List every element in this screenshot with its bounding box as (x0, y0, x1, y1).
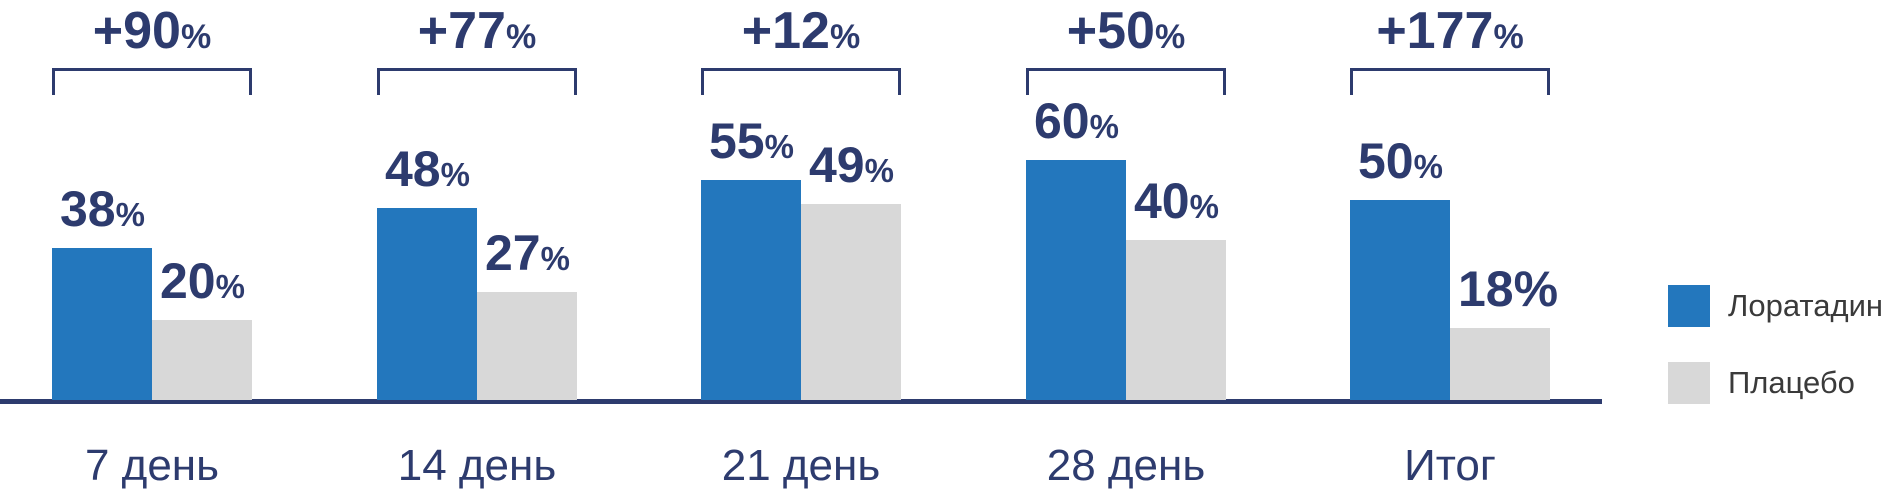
loratadine-bar (1026, 160, 1126, 400)
x-axis-line (0, 399, 1602, 404)
value-number: 55 (709, 113, 765, 169)
x-axis-label: 7 день (84, 441, 220, 490)
value-number: 38 (60, 181, 116, 237)
comparison-bracket (1026, 68, 1226, 95)
percent-sign: % (1493, 18, 1524, 56)
value-number: 18 (1458, 261, 1514, 317)
placebo-value-label: 27% (485, 228, 570, 284)
increase-label: +50% (976, 5, 1276, 63)
value-number: +177 (1376, 2, 1494, 60)
percent-sign: % (829, 18, 861, 56)
legend-label-loratadine: Лоратадин (1728, 288, 1883, 323)
comparison-bracket (52, 68, 252, 95)
placebo-swatch (1668, 362, 1710, 404)
percent-sign: % (1413, 148, 1443, 185)
increase-label: +77% (327, 5, 627, 63)
loratadine-bar (701, 180, 801, 400)
x-axis-label: 28 день (1046, 441, 1206, 490)
placebo-value-label: 18% (1458, 264, 1558, 314)
percent-sign: % (1089, 108, 1119, 145)
increase-label: +12% (651, 5, 951, 63)
loratadine-bar (52, 248, 152, 400)
percent-sign: % (1154, 18, 1186, 56)
placebo-bar (1126, 240, 1226, 400)
value-number: +90 (92, 2, 181, 60)
value-number: 20 (160, 253, 216, 309)
value-number: 27 (485, 225, 541, 281)
percent-sign: % (505, 18, 537, 56)
value-number: 60 (1034, 93, 1090, 149)
placebo-bar (1450, 328, 1550, 400)
x-axis-label: Итог (1404, 441, 1496, 490)
placebo-value-label: 20% (160, 256, 245, 312)
loratadine-bar (377, 208, 477, 400)
percent-sign: % (540, 240, 570, 277)
x-axis-label: 21 день (721, 441, 881, 490)
loratadine-value-label: 38% (60, 184, 145, 240)
legend: Лоратадин Плацебо (1668, 285, 1883, 439)
increase-label: +90% (2, 5, 302, 63)
percent-sign: % (1513, 261, 1559, 317)
value-number: 49 (809, 137, 865, 193)
increase-label: +177% (1300, 5, 1600, 63)
loratadine-value-label: 55% (709, 116, 794, 172)
placebo-value-label: 40% (1134, 176, 1219, 232)
x-axis-label: 14 день (397, 441, 557, 490)
loratadine-swatch (1668, 285, 1710, 327)
value-number: 50 (1358, 133, 1414, 189)
comparison-bracket (701, 68, 901, 95)
loratadine-value-label: 60% (1034, 96, 1119, 152)
legend-item-loratadine: Лоратадин (1668, 285, 1883, 327)
value-number: +77 (417, 2, 506, 60)
percent-sign: % (440, 156, 470, 193)
value-number: 40 (1134, 173, 1190, 229)
comparison-bracket (1350, 68, 1550, 95)
percent-sign: % (115, 196, 145, 233)
percent-sign: % (1189, 188, 1219, 225)
percent-sign: % (864, 152, 894, 189)
placebo-value-label: 49% (809, 140, 894, 196)
placebo-bar (801, 204, 901, 400)
value-number: 48 (385, 141, 441, 197)
loratadine-value-label: 50% (1358, 136, 1443, 192)
loratadine-value-label: 48% (385, 144, 470, 200)
legend-label-placebo: Плацебо (1728, 365, 1855, 400)
value-number: +12 (741, 2, 830, 60)
percent-sign: % (215, 268, 245, 305)
legend-item-placebo: Плацебо (1668, 362, 1883, 404)
percent-sign: % (180, 18, 212, 56)
placebo-bar (477, 292, 577, 400)
comparison-bracket (377, 68, 577, 95)
placebo-bar (152, 320, 252, 400)
value-number: +50 (1066, 2, 1155, 60)
loratadine-bar (1350, 200, 1450, 400)
percent-sign: % (764, 128, 794, 165)
